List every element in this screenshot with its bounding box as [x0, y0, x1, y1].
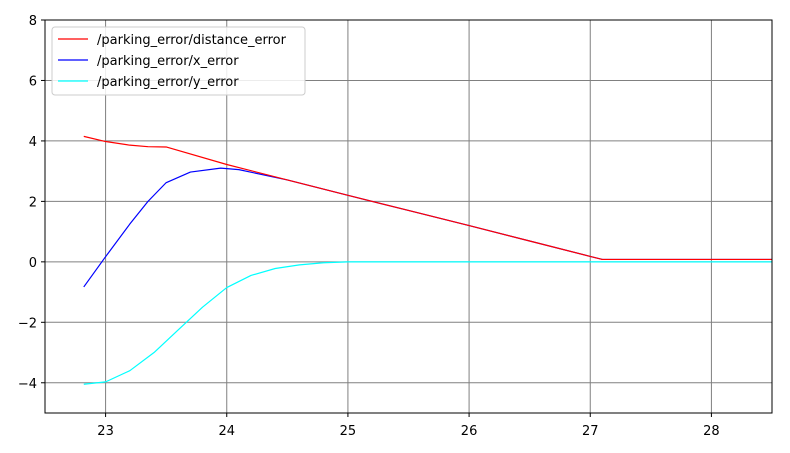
y-tick-label: −4 [18, 377, 37, 392]
legend: /parking_error/distance_error /parking_e… [51, 26, 306, 96]
y-tick-label: 0 [29, 256, 37, 271]
x-tick-label: 23 [97, 424, 114, 439]
x-axis-ticks: 23 24 25 26 27 28 [97, 413, 720, 439]
legend-label-distance-error: /parking_error/distance_error [97, 33, 287, 48]
plot-frame [44, 19, 773, 414]
x-tick-label: 25 [340, 424, 357, 439]
legend-box [51, 26, 306, 96]
x-tick-label: 28 [703, 424, 720, 439]
x-tick-label: 27 [582, 424, 599, 439]
series-line-y-error [83, 261, 772, 385]
y-tick-label: 8 [29, 14, 37, 29]
x-tick-label: 24 [218, 424, 235, 439]
y-tick-label: 2 [29, 195, 37, 210]
y-tick-label: −2 [18, 316, 37, 331]
legend-label-y-error: /parking_error/y_error [97, 75, 239, 90]
y-tick-label: 4 [29, 135, 37, 150]
legend-label-x-error: /parking_error/x_error [97, 54, 239, 69]
series-line-distance-error [83, 135, 772, 261]
series-group [83, 135, 772, 385]
y-axis-ticks: −4 −2 0 2 4 6 8 [18, 14, 45, 392]
x-tick-label: 26 [461, 424, 478, 439]
y-tick-label: 6 [29, 74, 37, 89]
